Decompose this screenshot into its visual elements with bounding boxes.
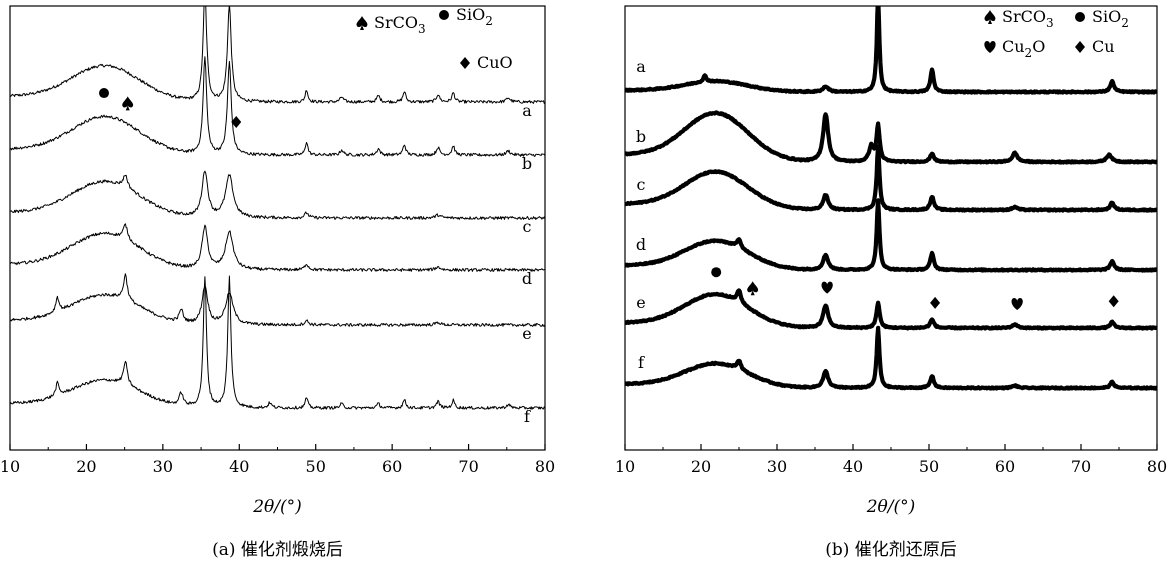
x-tick-label: 70 — [1071, 457, 1091, 476]
x-tick-label: 20 — [691, 457, 711, 476]
xrd-curve-a — [10, 6, 545, 104]
plot-frame — [624, 5, 1158, 451]
curve-label-a: a — [522, 101, 532, 120]
xrd-curve-e — [625, 288, 1157, 331]
heart-legend-symbol — [984, 41, 996, 53]
spade-legend-symbol — [984, 10, 996, 24]
legend-label: Cu — [1092, 37, 1115, 56]
curve-label-d: d — [522, 269, 532, 288]
x-axis-title: 2θ/(°) — [252, 497, 302, 517]
curve-label-c: c — [637, 175, 646, 194]
diamond-phase-marker — [1108, 295, 1119, 308]
diamond-legend-symbol — [460, 57, 470, 69]
legend-label: SrCO3 — [1002, 7, 1054, 30]
x-tick-label: 70 — [458, 457, 478, 476]
xrd-curve-f — [625, 325, 1157, 391]
x-tick-label: 30 — [767, 457, 787, 476]
xrd-curve-c — [625, 144, 1157, 213]
xrd-curve-f — [10, 275, 545, 410]
circle-legend-symbol — [439, 10, 449, 20]
legend: SrCO3 SiO2 Cu2O Cu — [984, 7, 1129, 60]
x-tick-label: 60 — [995, 457, 1015, 476]
curve-label-f: f — [524, 407, 531, 426]
curve-label-b: b — [522, 154, 532, 173]
circle-legend-symbol — [1075, 12, 1085, 22]
x-axis-title: 2θ/(°) — [866, 497, 916, 517]
x-tick-label: 10 — [615, 457, 635, 476]
curve-label-e: e — [636, 293, 645, 312]
xrd-curve-d — [625, 198, 1157, 273]
heart-phase-marker — [1011, 298, 1023, 311]
circle-phase-marker — [711, 267, 722, 278]
xrd-curve-b — [625, 110, 1157, 165]
xrd-curve-e — [10, 273, 545, 327]
curve-label-d: d — [636, 235, 646, 254]
diamond-phase-marker — [930, 296, 941, 309]
panel-a: 10 20 30 40 50 60 70 80 2θ/(°) (a) 催化剂煅烧后 a b c d e f Sr… — [0, 5, 555, 560]
legend-label: CuO — [477, 53, 513, 72]
diamond-phase-marker — [231, 115, 242, 128]
x-tick-label: 50 — [919, 457, 939, 476]
x-tick-label: 80 — [1147, 457, 1167, 476]
legend-label: SrCO3 — [374, 13, 426, 36]
x-tick-label: 40 — [843, 457, 863, 476]
x-tick-label: 30 — [153, 457, 173, 476]
x-tick-label: 60 — [382, 457, 402, 476]
xrd-curve-d — [10, 223, 545, 272]
x-tick-label: 20 — [76, 457, 96, 476]
curve-label-a: a — [636, 57, 646, 76]
spade-legend-symbol — [356, 16, 368, 30]
curve-label-c: c — [523, 217, 532, 236]
x-tick-label: 10 — [0, 457, 20, 476]
legend-label: SiO2 — [456, 5, 493, 28]
x-tick-label: 80 — [535, 457, 555, 476]
panel-b: 10 20 30 40 50 60 70 80 2θ/(°) (b) 催化剂还原后 a b c d e f Sr… — [615, 5, 1167, 560]
spade-phase-marker — [747, 281, 759, 296]
legend-label: Cu2O — [1002, 37, 1045, 60]
xrd-curve-a — [625, 6, 1157, 95]
circle-phase-marker — [99, 88, 110, 99]
legend-label: SiO2 — [1092, 7, 1129, 30]
curve-label-e: e — [522, 324, 531, 343]
diamond-legend-symbol — [1075, 41, 1085, 53]
curve-label-f: f — [638, 353, 645, 372]
legend: SrCO3 SiO2 CuO — [356, 5, 513, 72]
panel-caption: (a) 催化剂煅烧后 — [212, 540, 343, 560]
panel-caption: (b) 催化剂还原后 — [825, 540, 957, 560]
x-tick-label: 50 — [306, 457, 326, 476]
xrd-curve-c — [10, 170, 545, 220]
plot-frame — [9, 5, 546, 451]
curve-label-b: b — [636, 127, 646, 146]
xrd-curve-b — [10, 56, 545, 157]
heart-phase-marker — [821, 281, 833, 294]
spade-phase-marker — [122, 96, 134, 111]
x-tick-label: 40 — [229, 457, 249, 476]
